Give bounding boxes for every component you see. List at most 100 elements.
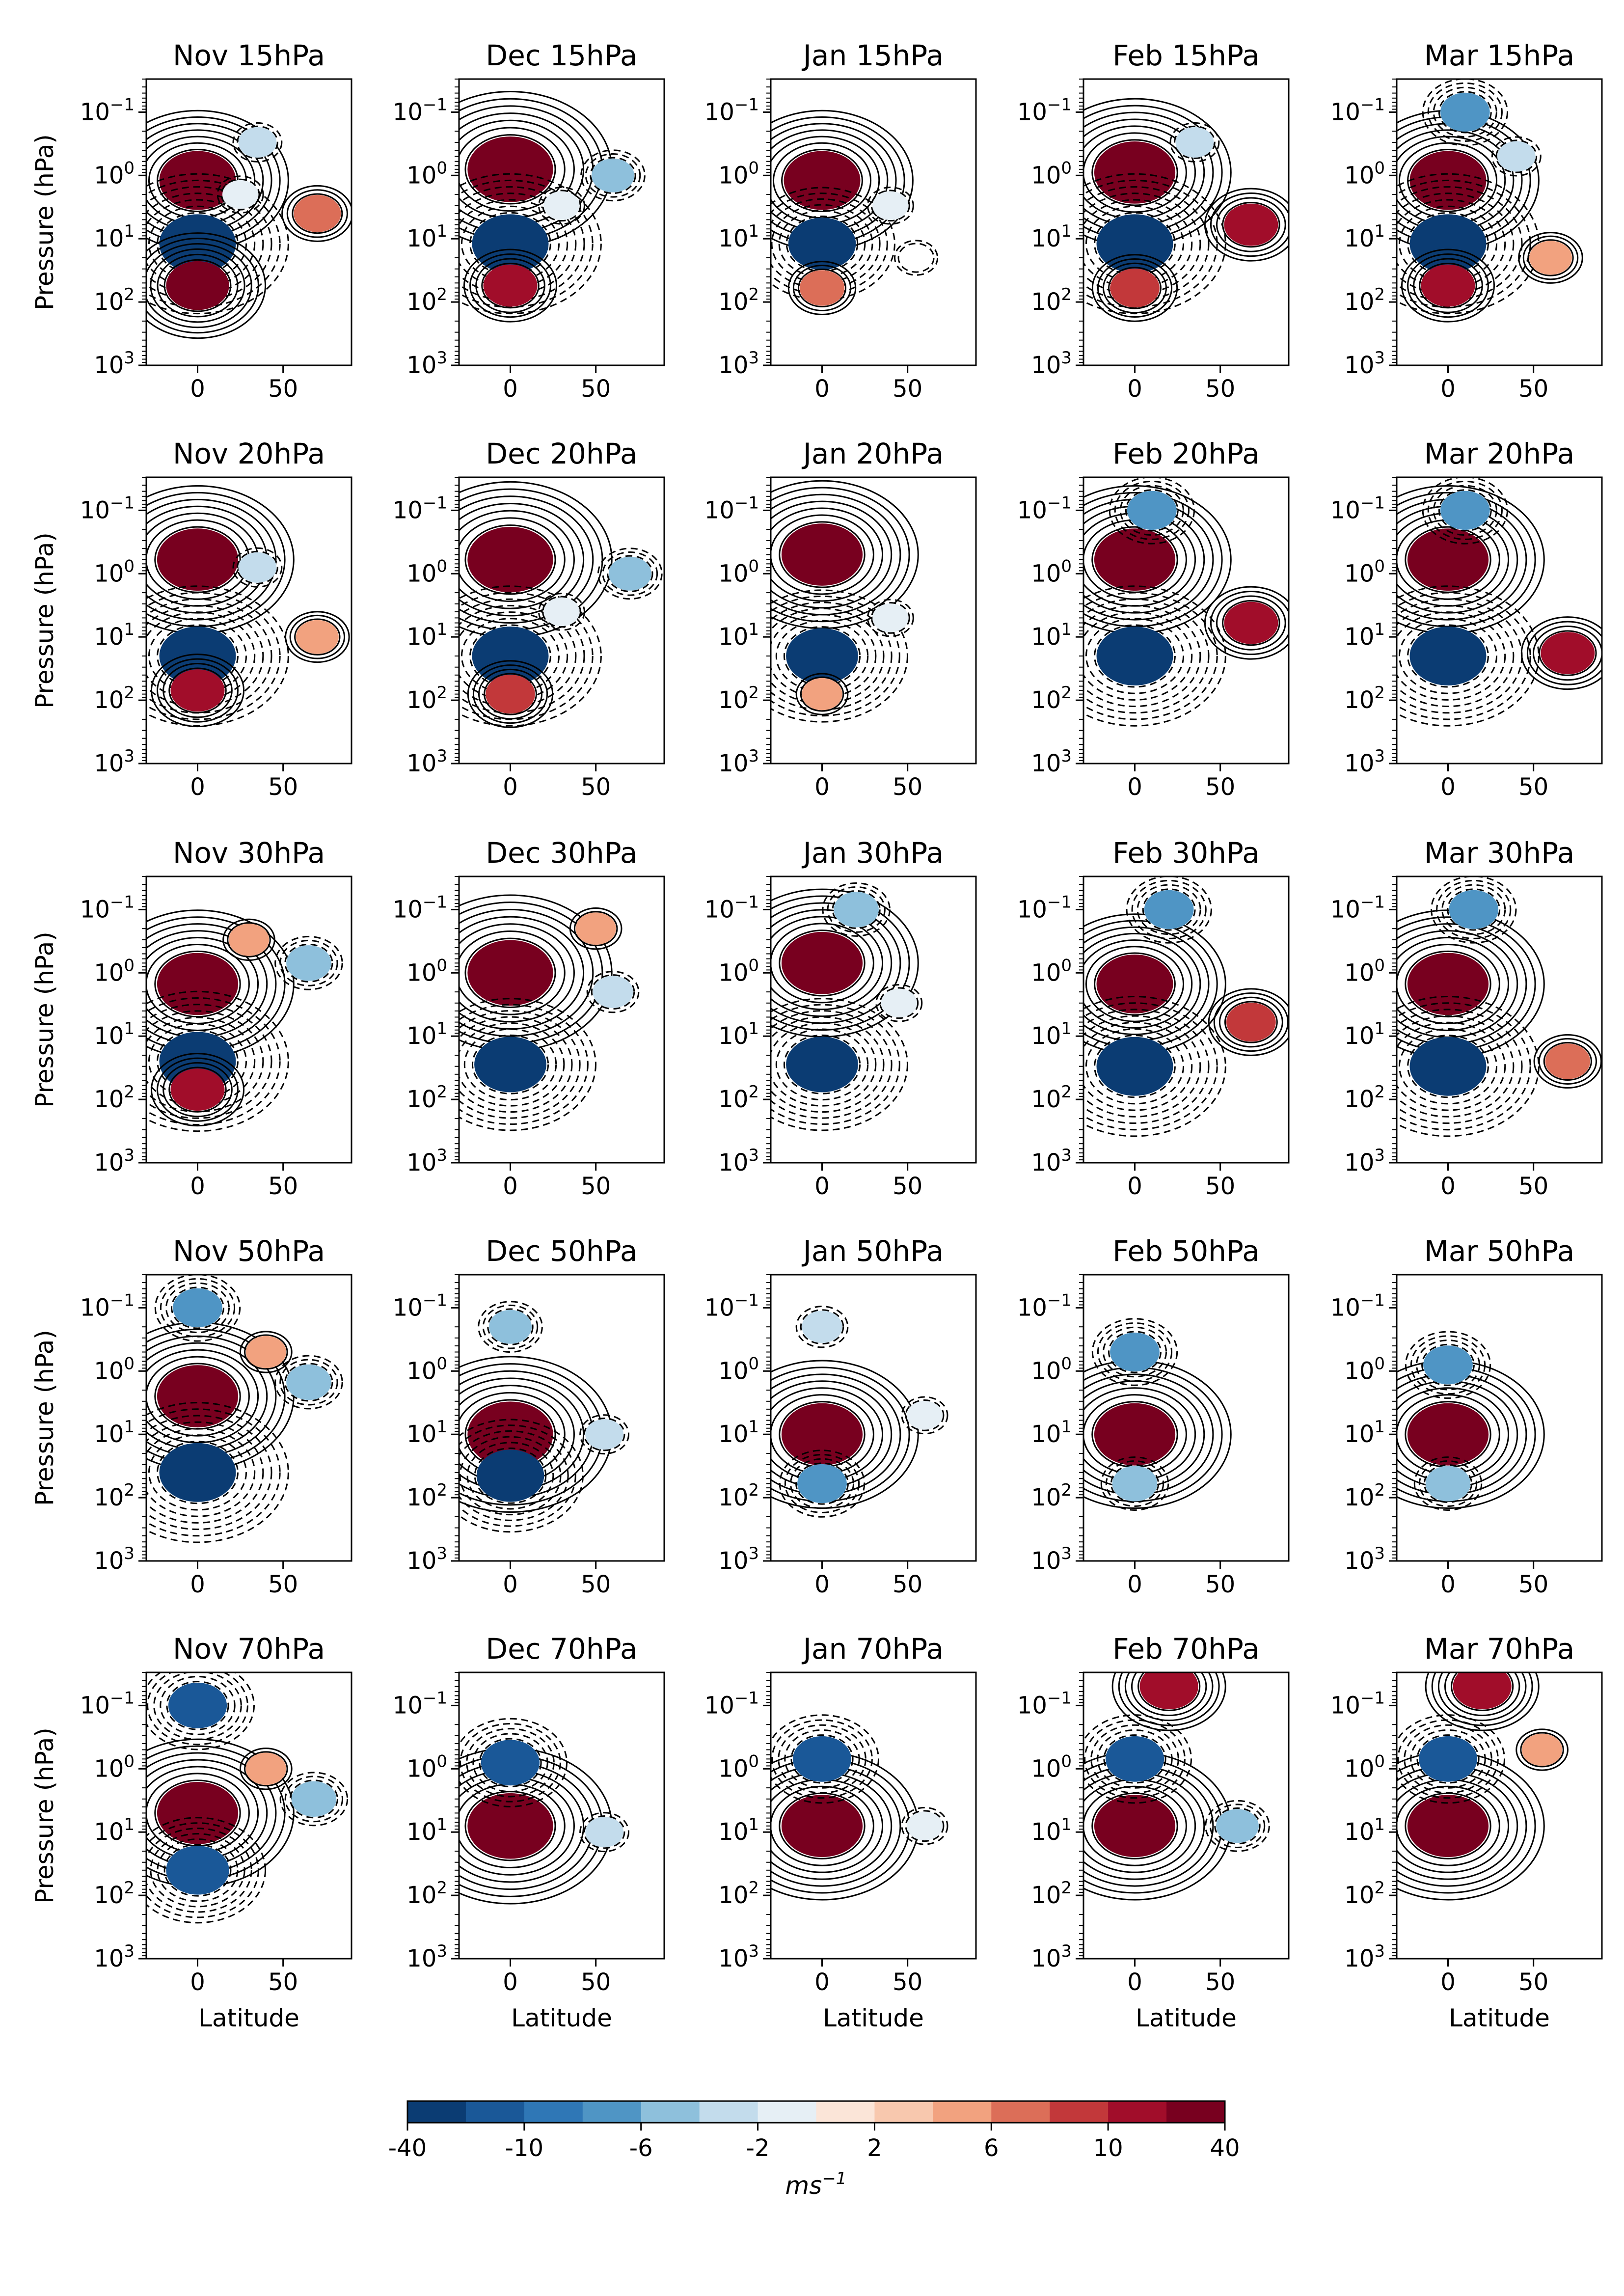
panel-title: Dec 30hPa [486, 836, 637, 870]
y-axis-label: Pressure (hPa) [30, 532, 59, 709]
anomaly-patch [592, 159, 634, 192]
x-tick-label: 0 [1127, 1571, 1142, 1598]
y-tick-label: 100 [1344, 1751, 1385, 1782]
y-tick-label: 100 [1344, 1354, 1385, 1385]
anomaly-patch [1097, 214, 1173, 273]
y-tick-label: 102 [718, 1082, 759, 1113]
panel-field [102, 486, 349, 726]
x-axis-label: Latitude [198, 2004, 299, 2032]
y-tick-label: 101 [1031, 620, 1072, 651]
anomaly-patch [1497, 141, 1536, 171]
x-tick-label: 50 [1205, 1173, 1235, 1200]
anomaly-patch [467, 940, 553, 1006]
x-tick-label: 50 [581, 375, 611, 403]
anomaly-patch [160, 1443, 236, 1502]
y-axis-label: Pressure (hPa) [30, 1330, 59, 1506]
colorbar-tick-label: 2 [867, 2134, 882, 2162]
anomaly-patch [477, 1449, 544, 1502]
x-tick-label: 50 [581, 773, 611, 801]
colorbar-cell [700, 2101, 758, 2123]
x-tick-label: 0 [1440, 1968, 1456, 1996]
anomaly-patch [782, 523, 863, 586]
y-tick-label: 10−1 [80, 493, 135, 524]
y-tick-label: 102 [406, 1082, 447, 1113]
panel-title: Dec 15hPa [486, 39, 637, 72]
panel-title: Nov 15hPa [173, 39, 325, 72]
panel: Nov 15hPa0 5010−1100101102103Pressure (hP… [30, 39, 352, 403]
colorbar-tick-label: -2 [746, 2134, 770, 2162]
panel-field [1352, 876, 1601, 1136]
anomaly-patch [1407, 1795, 1489, 1857]
panel: Feb 50hPa0 5010−1100101102103 [1017, 1234, 1289, 1598]
y-tick-label: 100 [1031, 956, 1072, 986]
y-tick-label: 100 [1031, 556, 1072, 587]
panel-grid: Nov 15hPa 0 50 10−1 100 101 102 103 Pressure (hP… [30, 39, 1614, 2032]
y-tick-label: 100 [718, 556, 759, 587]
anomaly-patch [1407, 953, 1489, 1015]
colorbar-tick-label: -40 [388, 2134, 427, 2162]
panel: Jan 15hPa0 5010−1100101102103 [704, 39, 976, 403]
anomaly-patch [1529, 241, 1572, 275]
anomaly-patch [286, 945, 331, 981]
anomaly-patch [166, 1846, 229, 1895]
panel-field [102, 1275, 342, 1542]
anomaly-patch [834, 892, 879, 927]
x-tick-label: 0 [1440, 1571, 1456, 1598]
y-tick-label: 100 [406, 556, 447, 587]
y-tick-label: 103 [718, 1941, 759, 1972]
y-tick-label: 100 [406, 956, 447, 986]
panel: Mar 30hPa0 5010−1100101102103 [1330, 836, 1602, 1200]
panel: Jan 50hPa0 5010−1100101102103 [704, 1234, 976, 1598]
x-tick-label: 50 [1518, 1571, 1548, 1598]
y-tick-label: 102 [718, 683, 759, 714]
panel-title: Mar 15hPa [1424, 39, 1574, 72]
panel: Mar 50hPa0 5010−1100101102103 [1330, 1234, 1602, 1598]
y-tick-label: 100 [1344, 556, 1385, 587]
anomaly-patch [1110, 1333, 1160, 1371]
anomaly-patch [168, 1683, 227, 1728]
y-tick-label: 102 [94, 1082, 135, 1113]
anomaly-patch [784, 151, 861, 210]
y-tick-label: 103 [718, 348, 759, 379]
anomaly-patch [800, 270, 845, 305]
x-tick-label: 50 [1518, 375, 1548, 403]
y-tick-label: 101 [1031, 1815, 1072, 1846]
x-tick-label: 0 [1127, 1968, 1142, 1996]
anomaly-patch [585, 1419, 623, 1449]
anomaly-patch [1127, 491, 1177, 530]
x-tick-label: 0 [1440, 1173, 1456, 1200]
y-tick-label: 10−1 [704, 1688, 759, 1719]
anomaly-patch [1410, 214, 1487, 273]
y-tick-label: 103 [1344, 1544, 1385, 1575]
anomaly-patch [1226, 1003, 1276, 1041]
x-tick-label: 0 [190, 773, 205, 801]
y-tick-label: 101 [718, 221, 759, 252]
x-tick-label: 50 [268, 1968, 298, 1996]
y-tick-label: 100 [406, 1354, 447, 1385]
panel-field [1352, 477, 1614, 726]
panel-title: Jan 50hPa [802, 1234, 944, 1268]
panel: Mar 70hPa0 5010−1100101102103Latitude [1330, 1632, 1602, 2032]
y-tick-label: 10−1 [80, 1688, 135, 1719]
y-tick-label: 101 [94, 1417, 135, 1448]
y-tick-label: 102 [1031, 1480, 1072, 1511]
anomaly-patch [1410, 627, 1487, 685]
y-tick-label: 101 [94, 620, 135, 651]
anomaly-patch [899, 244, 933, 271]
anomaly-patch [171, 1068, 225, 1111]
anomaly-patch [1453, 1664, 1512, 1709]
panel: Dec 30hPa0 5010−1100101102103 [393, 836, 664, 1200]
y-tick-label: 103 [406, 1146, 447, 1176]
panel-title: Mar 70hPa [1424, 1632, 1574, 1666]
anomaly-patch [246, 1752, 286, 1785]
anomaly-patch [484, 265, 538, 307]
y-tick-label: 100 [94, 158, 135, 189]
panel: Nov 20hPa0 5010−1100101102103Pressure (hP… [30, 437, 352, 801]
x-tick-label: 0 [190, 1173, 205, 1200]
y-tick-label: 101 [406, 620, 447, 651]
panel-title: Nov 70hPa [173, 1632, 325, 1666]
colorbar-cell [874, 2101, 933, 2123]
anomaly-patch [489, 1310, 532, 1344]
colorbar-tick-label: 10 [1093, 2134, 1123, 2162]
y-tick-label: 103 [1031, 1941, 1072, 1972]
